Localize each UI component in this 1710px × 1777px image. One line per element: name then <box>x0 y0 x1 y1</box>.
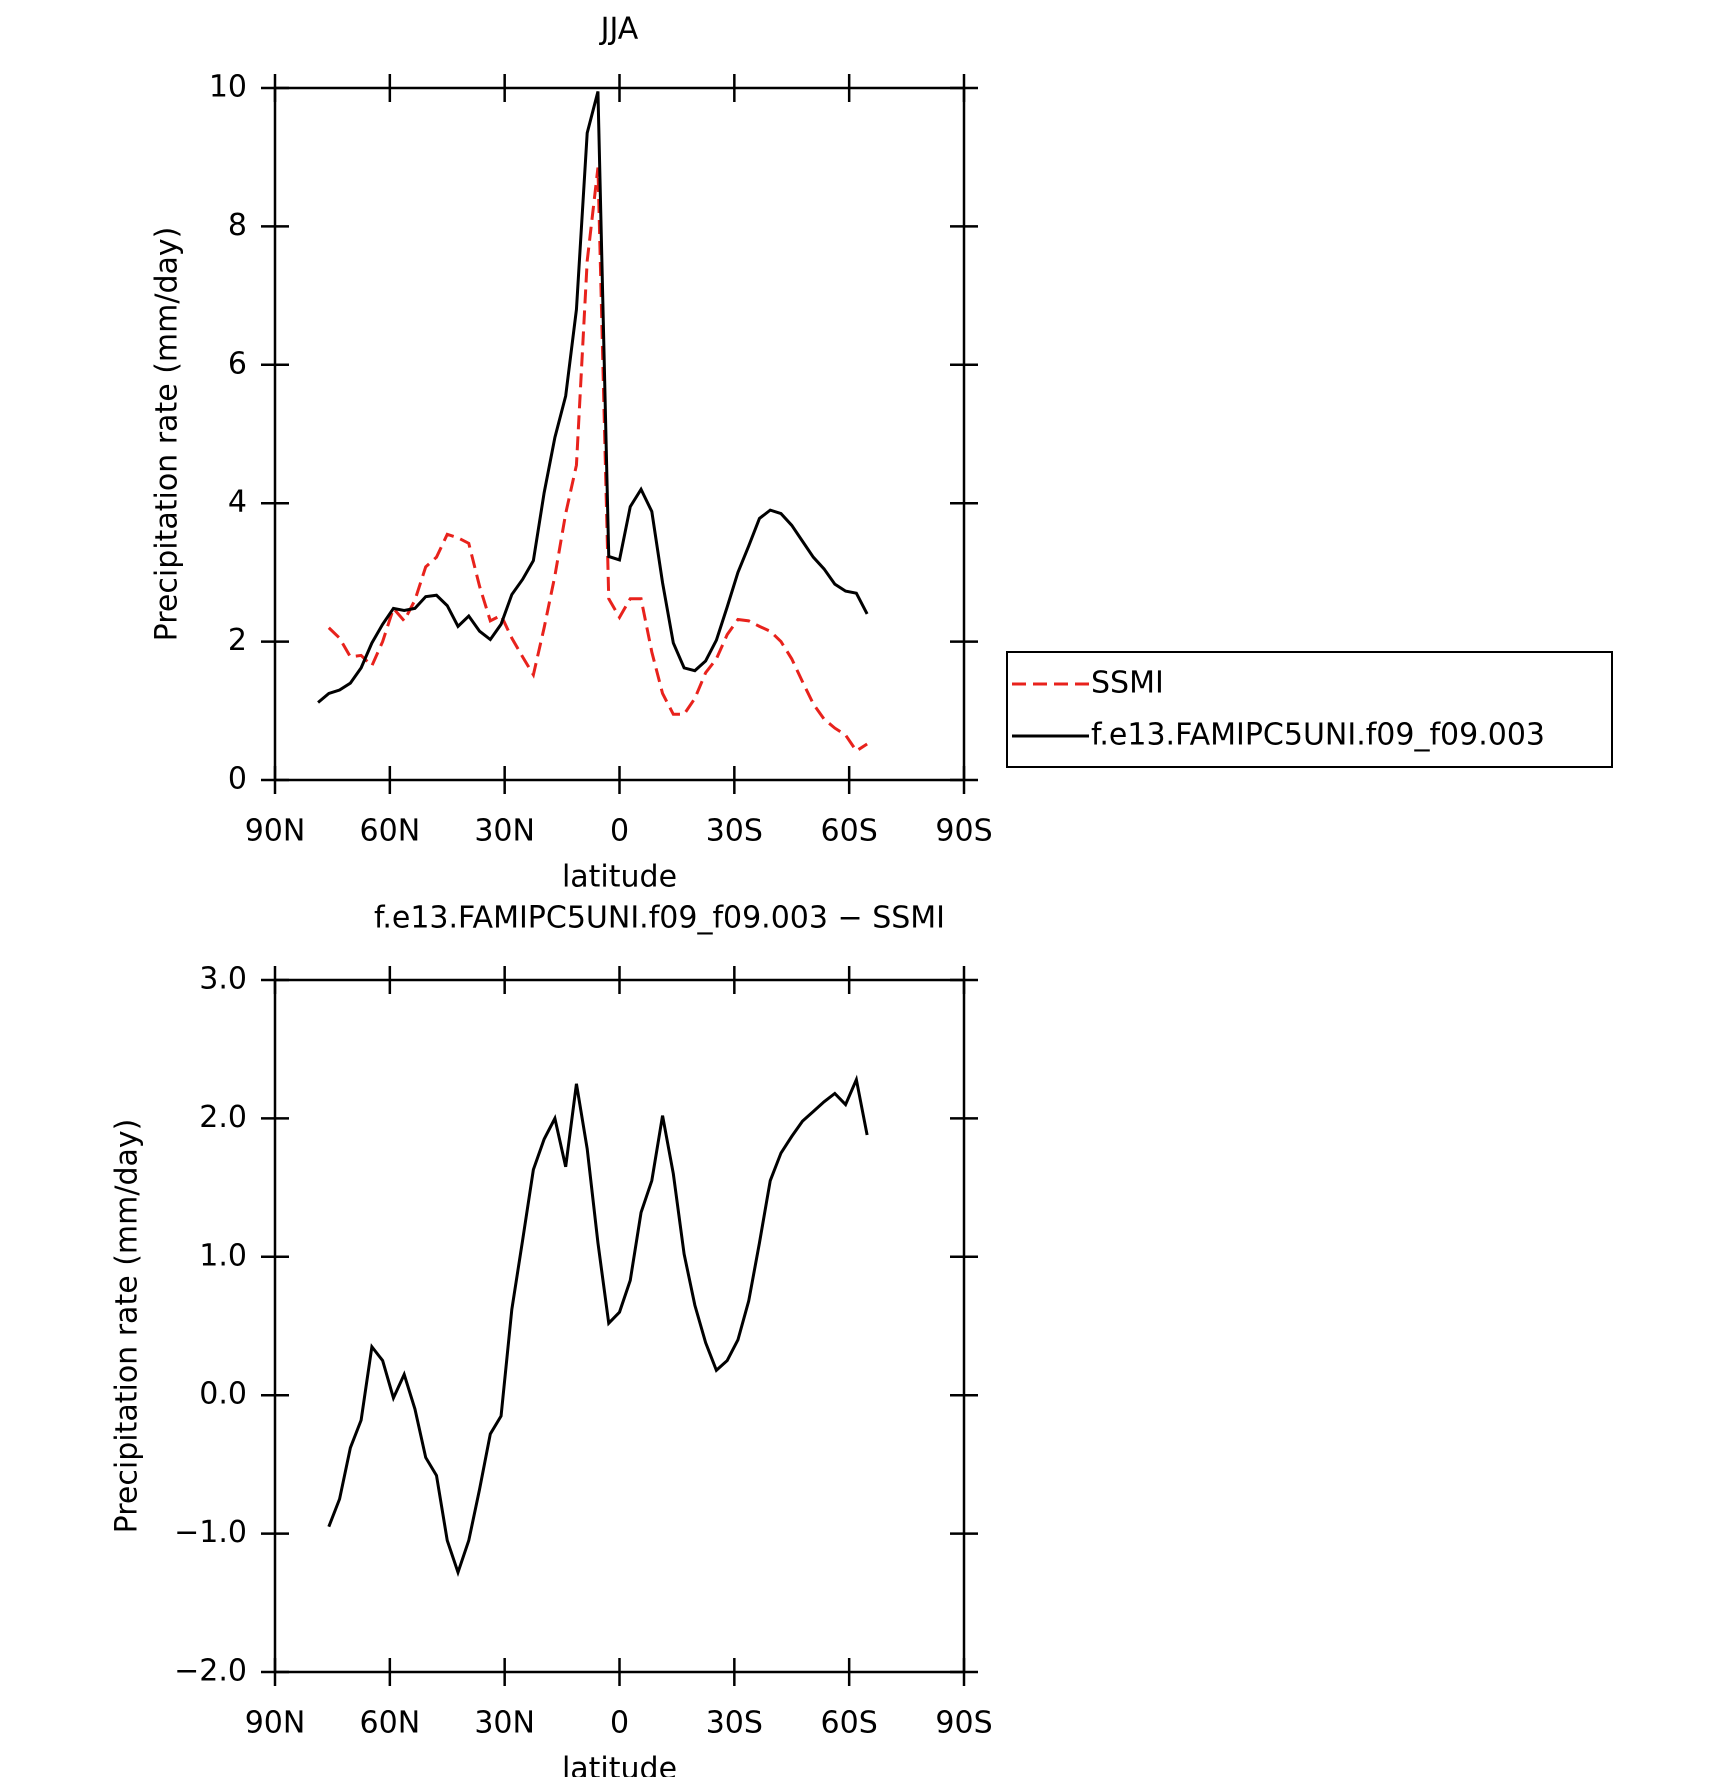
y-tick-label: 4 <box>228 485 247 520</box>
x-tick-label: 60N <box>360 814 421 849</box>
legend-box <box>1006 651 1613 768</box>
y-axis-label: Precipitation rate (mm/day) <box>150 227 185 642</box>
plot-frame <box>273 978 966 1674</box>
x-tick-label: 0 <box>610 1706 629 1741</box>
y-tick-label: 1.0 <box>199 1238 247 1273</box>
y-tick-label: 2 <box>228 623 247 658</box>
legend-label: f.e13.FAMIPC5UNI.f09_f09.003 <box>1091 718 1545 753</box>
y-tick-label: 3.0 <box>199 962 247 997</box>
chart-title: f.e13.FAMIPC5UNI.f09_f09.003 − SSMI <box>374 901 945 936</box>
y-tick-label: 0.0 <box>199 1377 247 1412</box>
data-line <box>327 167 868 753</box>
chart-title: JJA <box>599 12 639 47</box>
x-tick-label: 90N <box>245 1706 306 1741</box>
y-tick-label: −2.0 <box>174 1654 247 1689</box>
x-tick-label: 30N <box>474 1706 535 1741</box>
x-tick-label: 60S <box>821 814 878 849</box>
x-tick-label: 60N <box>360 1706 421 1741</box>
y-tick-label: 6 <box>228 346 247 381</box>
data-line <box>317 91 869 704</box>
y-tick-label: 0 <box>228 762 247 797</box>
x-tick-label: 30S <box>706 814 763 849</box>
x-tick-label: 90N <box>245 814 306 849</box>
x-tick-label: 30S <box>706 1706 763 1741</box>
y-tick-label: −1.0 <box>174 1515 247 1550</box>
x-tick-label: 0 <box>610 814 629 849</box>
y-tick-label: 8 <box>228 208 247 243</box>
y-tick-label: 2.0 <box>199 1100 247 1135</box>
x-tick-label: 30N <box>474 814 535 849</box>
x-axis-label: latitude <box>562 860 677 895</box>
x-tick-label: 90S <box>935 814 992 849</box>
x-tick-label: 60S <box>821 1706 878 1741</box>
legend-label: SSMI <box>1091 666 1164 701</box>
y-tick-label: 10 <box>209 70 247 105</box>
plot-frame <box>273 86 966 782</box>
y-axis-label: Precipitation rate (mm/day) <box>110 1119 145 1534</box>
data-line <box>327 1074 869 1578</box>
x-axis-label: latitude <box>562 1752 677 1777</box>
x-tick-label: 90S <box>935 1706 992 1741</box>
